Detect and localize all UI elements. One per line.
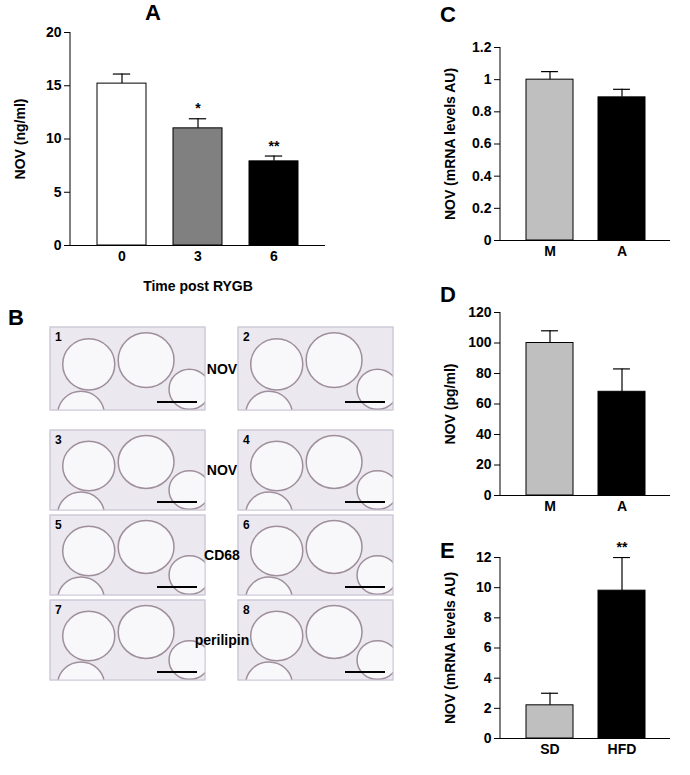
html-text:B: B [8,305,24,330]
svg-text:60: 60 [476,395,492,411]
svg-text:100: 100 [468,334,492,350]
svg-text:1: 1 [484,71,492,87]
svg-text:6: 6 [243,518,250,532]
svg-text:HFD: HFD [608,741,637,757]
svg-text:*: * [195,100,201,116]
svg-text:0.2: 0.2 [472,200,492,216]
svg-text:A: A [617,243,627,259]
svg-text:10: 10 [476,579,492,595]
svg-text:15: 15 [46,77,62,93]
html-text:C: C [440,2,456,27]
svg-text:1: 1 [55,330,62,344]
svg-text:10: 10 [46,130,62,146]
svg-text:40: 40 [476,426,492,442]
svg-text:NOV (mRNA levels AU): NOV (mRNA levels AU) [442,572,458,724]
svg-text:CD68: CD68 [204,547,240,563]
svg-text:NOV: NOV [207,462,238,478]
svg-text:8: 8 [484,609,492,625]
svg-text:4: 4 [484,670,492,686]
svg-text:perilipin: perilipin [195,632,249,648]
svg-text:2: 2 [484,700,492,716]
svg-text:0.4: 0.4 [472,168,492,184]
svg-text:0: 0 [484,730,492,746]
html-text:E: E [440,538,455,563]
svg-text:5: 5 [55,518,62,532]
svg-text:0: 0 [54,237,62,253]
svg-text:0.6: 0.6 [472,135,492,151]
svg-text:A: A [617,498,627,514]
svg-text:NOV (mRNA levels AU): NOV (mRNA levels AU) [442,68,458,220]
svg-text:NOV (pg/ml): NOV (pg/ml) [442,364,458,445]
svg-text:12: 12 [476,549,492,565]
svg-text:NOV: NOV [207,361,238,377]
svg-text:M: M [544,243,556,259]
svg-text:**: ** [269,138,280,154]
svg-text:0.8: 0.8 [472,103,492,119]
svg-text:1.2: 1.2 [472,39,492,55]
svg-text:2: 2 [243,330,250,344]
svg-text:**: ** [617,539,628,555]
svg-text:NOV (ng/ml): NOV (ng/ml) [12,99,28,180]
svg-text:Time post RYGB: Time post RYGB [143,278,253,294]
svg-text:6: 6 [484,639,492,655]
svg-text:7: 7 [55,603,62,617]
svg-text:3: 3 [55,433,62,447]
html-text:D: D [440,282,456,307]
html-text:A: A [145,0,161,25]
svg-text:120: 120 [468,304,492,320]
svg-text:20: 20 [46,24,62,40]
svg-text:80: 80 [476,365,492,381]
svg-text:5: 5 [54,184,62,200]
svg-text:3: 3 [194,248,202,264]
svg-text:8: 8 [243,603,250,617]
svg-text:20: 20 [476,456,492,472]
svg-text:M: M [544,498,556,514]
svg-text:0: 0 [118,248,126,264]
svg-text:0: 0 [484,232,492,248]
svg-text:4: 4 [243,433,250,447]
svg-text:0: 0 [484,487,492,503]
svg-text:6: 6 [270,248,278,264]
svg-text:SD: SD [540,741,559,757]
